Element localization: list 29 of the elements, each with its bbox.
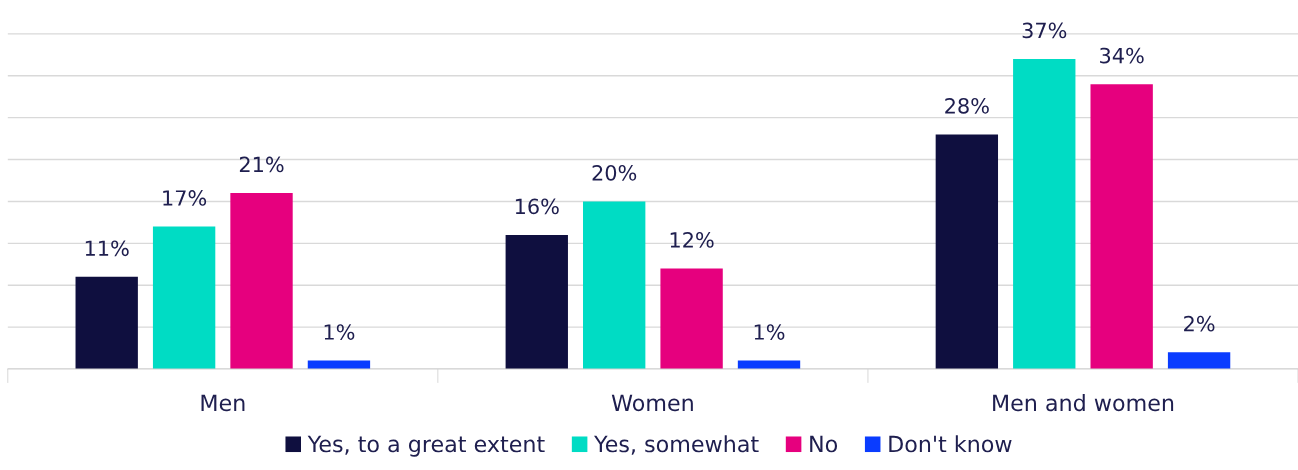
legend-label: Yes, somewhat	[594, 435, 759, 455]
x-tick-label: Men	[201, 394, 245, 412]
bar	[1167, 352, 1231, 369]
data-label: 34%	[1100, 47, 1144, 64]
bar	[152, 226, 216, 369]
data-label: 2%	[1184, 315, 1215, 332]
bar	[935, 134, 999, 369]
bar	[505, 234, 568, 369]
legend-label: No	[810, 435, 838, 453]
bar	[1090, 84, 1153, 369]
data-label: 21%	[239, 156, 284, 173]
bar	[1013, 59, 1076, 369]
bar	[230, 193, 293, 369]
data-label: 12%	[670, 232, 714, 248]
legend-label: Yes, to a great extent	[307, 435, 545, 457]
x-tick-label: Women	[611, 394, 693, 412]
data-label: 1%	[754, 324, 785, 340]
bar	[660, 268, 723, 369]
bar	[75, 276, 138, 369]
data-label: 20%	[592, 164, 637, 181]
data-label: 1%	[324, 324, 355, 340]
x-tick-label: Men and women	[993, 394, 1174, 412]
data-label: 17%	[163, 190, 207, 206]
data-label: 16%	[515, 198, 559, 215]
bar	[583, 201, 646, 369]
data-label: 37%	[1022, 22, 1067, 39]
data-label: 28%	[945, 97, 989, 114]
legend-label: Don't know	[889, 435, 1012, 453]
data-label: 11%	[85, 240, 129, 257]
